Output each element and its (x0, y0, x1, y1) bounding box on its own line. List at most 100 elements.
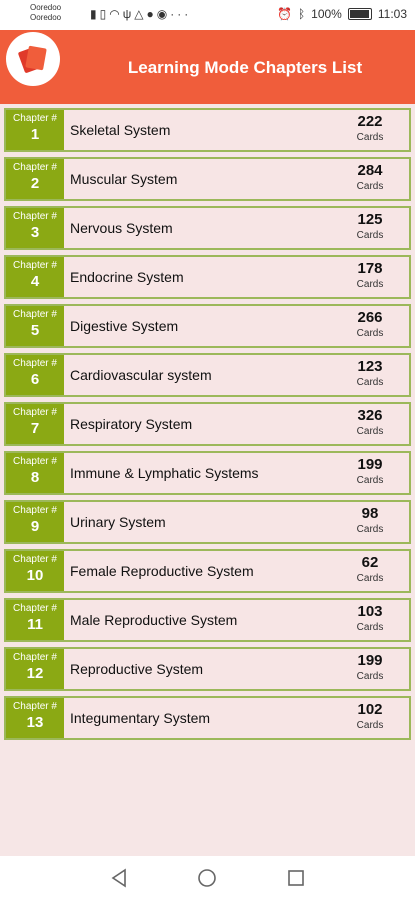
card-count: 222 Cards (345, 113, 395, 143)
cards-icon (18, 45, 47, 73)
card-count-label: Cards (356, 279, 384, 290)
chapter-row[interactable]: Chapter # 7 Respiratory System 326 Cards (4, 402, 411, 446)
navigation-bar (0, 856, 415, 900)
chapter-label: Chapter # (13, 358, 57, 369)
chapter-row[interactable]: Chapter # 4 Endocrine System 178 Cards (4, 255, 411, 299)
card-count-label: Cards (356, 475, 384, 486)
chapter-badge: Chapter # 10 (6, 551, 64, 591)
chapter-number: 13 (26, 714, 44, 731)
chapter-row[interactable]: Chapter # 5 Digestive System 266 Cards (4, 304, 411, 348)
card-count: 102 Cards (345, 701, 395, 731)
chapter-number: 9 (30, 518, 40, 535)
card-count-label: Cards (356, 181, 384, 192)
card-count-value: 98 (361, 505, 379, 522)
card-count-value: 102 (357, 701, 383, 718)
chapter-label: Chapter # (13, 603, 57, 614)
chapter-label: Chapter # (13, 260, 57, 271)
chapter-label: Chapter # (13, 652, 57, 663)
chapter-label: Chapter # (13, 505, 57, 516)
messenger-icon: ● (146, 7, 157, 21)
chapter-row[interactable]: Chapter # 11 Male Reproductive System 103 Ca… (4, 598, 411, 642)
card-count: 98 Cards (345, 505, 395, 535)
card-count: 125 Cards (345, 211, 395, 241)
card-count-label: Cards (356, 132, 384, 143)
chapter-number: 4 (30, 273, 40, 290)
chapter-number: 6 (30, 371, 40, 388)
chapter-row[interactable]: Chapter # 9 Urinary System 98 Cards (4, 500, 411, 544)
chapter-badge: Chapter # 2 (6, 159, 64, 199)
chapter-badge: Chapter # 1 (6, 110, 64, 150)
chapter-number: 10 (26, 567, 44, 584)
card-count-label: Cards (356, 230, 384, 241)
wifi-icon: ◠ (109, 7, 123, 21)
chapter-row[interactable]: Chapter # 1 Skeletal System 222 Cards (4, 108, 411, 152)
chapter-name: Nervous System (70, 220, 173, 236)
chapter-label: Chapter # (13, 162, 57, 173)
card-count-value: 103 (357, 603, 383, 620)
card-count-label: Cards (356, 671, 384, 682)
chapter-name: Integumentary System (70, 710, 211, 726)
card-count-value: 199 (357, 652, 383, 669)
chapter-number: 7 (30, 420, 40, 437)
card-count-label: Cards (356, 377, 384, 388)
chapter-label: Chapter # (13, 407, 57, 418)
chapter-number: 1 (30, 126, 40, 143)
chapter-row[interactable]: Chapter # 13 Integumentary System 102 Cards (4, 696, 411, 740)
status-bar: Ooredoo Ooredoo ▮▯◠ψ△●◉··· ⏰ ᛒ 100% 11:0… (0, 0, 415, 30)
card-count: 199 Cards (345, 652, 395, 682)
card-count-label: Cards (356, 426, 384, 437)
back-icon[interactable] (110, 868, 130, 888)
chapter-number: 3 (30, 224, 40, 241)
app-header: Learning Mode Chapters List (0, 30, 415, 104)
chapter-row[interactable]: Chapter # 10 Female Reproductive System 62 C… (4, 549, 411, 593)
card-count-value: 266 (357, 309, 383, 326)
card-count: 62 Cards (345, 554, 395, 584)
chapter-name: Cardiovascular system (70, 367, 212, 383)
card-count: 266 Cards (345, 309, 395, 339)
chapter-number: 8 (30, 469, 40, 486)
card-count: 178 Cards (345, 260, 395, 290)
warning-icon: △ (134, 7, 147, 21)
signal-icon: ▮ (90, 7, 100, 21)
chapter-badge: Chapter # 6 (6, 355, 64, 395)
chapter-row[interactable]: Chapter # 12 Reproductive System 199 Cards (4, 647, 411, 691)
app-logo (6, 32, 60, 86)
chapter-row[interactable]: Chapter # 6 Cardiovascular system 123 Cards (4, 353, 411, 397)
card-count-value: 284 (357, 162, 383, 179)
card-count: 123 Cards (345, 358, 395, 388)
chapter-row[interactable]: Chapter # 8 Immune & Lymphatic Systems 199 C… (4, 451, 411, 495)
chapter-row[interactable]: Chapter # 2 Muscular System 284 Cards (4, 157, 411, 201)
chapter-label: Chapter # (13, 554, 57, 565)
card-count-value: 123 (357, 358, 383, 375)
chapter-name: Reproductive System (70, 661, 204, 677)
card-count: 284 Cards (345, 162, 395, 192)
recents-icon[interactable] (286, 868, 306, 888)
carrier-line-2: Ooredoo (30, 13, 62, 22)
chapter-name: Muscular System (70, 171, 178, 187)
page-title: Learning Mode Chapters List (127, 58, 363, 77)
card-count-label: Cards (356, 328, 384, 339)
chapter-name: Endocrine System (70, 269, 184, 285)
chapter-badge: Chapter # 4 (6, 257, 64, 297)
card-count-value: 62 (361, 554, 379, 571)
card-count: 103 Cards (345, 603, 395, 633)
chapter-name: Male Reproductive System (70, 612, 238, 628)
card-count-label: Cards (356, 622, 384, 633)
chapter-number: 12 (26, 665, 44, 682)
sim-icon: ▯ (99, 7, 110, 21)
chapter-badge: Chapter # 12 (6, 649, 64, 689)
home-icon[interactable] (197, 868, 217, 888)
chapter-badge: Chapter # 5 (6, 306, 64, 346)
card-count-label: Cards (356, 720, 384, 731)
battery-icon (347, 8, 372, 20)
chapter-label: Chapter # (13, 113, 57, 124)
chapter-number: 2 (30, 175, 40, 192)
chapter-name: Urinary System (70, 514, 166, 530)
card-count: 199 Cards (345, 456, 395, 486)
chapter-row[interactable]: Chapter # 3 Nervous System 125 Cards (4, 206, 411, 250)
chapter-label: Chapter # (13, 701, 57, 712)
card-count: 326 Cards (345, 407, 395, 437)
more-icon: ··· (170, 7, 192, 21)
clock: 11:03 (377, 7, 407, 21)
chapter-label: Chapter # (13, 211, 57, 222)
